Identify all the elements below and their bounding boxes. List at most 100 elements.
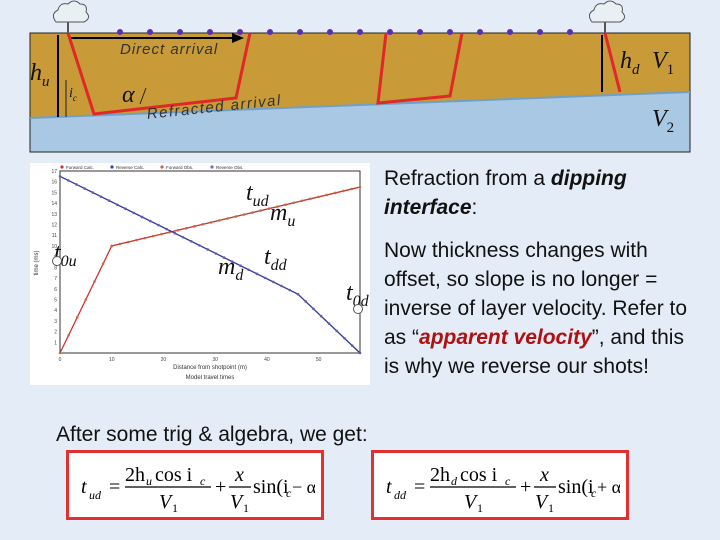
series-point xyxy=(267,207,271,210)
y-tick-label: 8 xyxy=(54,265,57,271)
t0u-label: t0u xyxy=(54,240,77,270)
tud-label: tud xyxy=(246,180,269,210)
series-point xyxy=(312,307,315,311)
series-point xyxy=(75,316,79,319)
series-point xyxy=(184,226,188,230)
series-point xyxy=(132,211,136,215)
alpha-marker xyxy=(139,87,147,105)
series-point xyxy=(143,236,147,240)
series-point xyxy=(124,207,127,211)
legend-marker xyxy=(110,165,114,169)
svg-text:t: t xyxy=(386,476,392,498)
series-point xyxy=(309,197,312,201)
series-point xyxy=(251,211,254,214)
series-point xyxy=(126,240,130,244)
svg-text:1: 1 xyxy=(243,501,249,515)
series-point xyxy=(325,193,329,197)
t0d-marker-icon xyxy=(353,304,363,314)
y-tick-label: 6 xyxy=(54,287,57,293)
legend-entry: Forward Calc. xyxy=(66,165,94,170)
x-tick-label: 20 xyxy=(161,357,167,363)
legend-marker xyxy=(160,165,164,169)
svg-text:+: + xyxy=(215,476,226,498)
series-point xyxy=(206,248,209,251)
series-point xyxy=(333,191,337,195)
series-point xyxy=(201,223,205,226)
alpha-label: α xyxy=(122,82,135,108)
series-point xyxy=(116,203,119,207)
series-point xyxy=(239,264,242,267)
mu-label: mu xyxy=(270,200,296,230)
x-tick-label: 10 xyxy=(109,357,115,363)
v2-label: V2 xyxy=(652,106,675,136)
after-text: After some trig & algebra, we get: xyxy=(56,423,368,446)
svg-text:1: 1 xyxy=(477,501,483,515)
equation-right: t dd = 2h d cos i c V 1 + x V 1 sin(i c … xyxy=(371,450,629,520)
y-tick-label: 12 xyxy=(51,223,57,229)
travel-time-graph: Forward Calc. Reverse Calc. Forward Obs. Re… xyxy=(30,163,370,385)
series-point xyxy=(214,252,218,255)
hu-label: hu xyxy=(30,60,50,90)
x-tick-label: 0 xyxy=(59,357,62,363)
graph-caption: Model travel times xyxy=(186,375,235,381)
svg-text:sin(i: sin(i xyxy=(253,476,289,498)
series-point xyxy=(242,213,246,216)
series-point xyxy=(350,187,354,191)
svg-text:ud: ud xyxy=(89,488,102,502)
direct-arrival-label: Direct arrival xyxy=(120,41,219,58)
series-point xyxy=(327,322,331,325)
subsurface-diagram xyxy=(0,0,720,160)
y-tick-label: 16 xyxy=(51,180,57,186)
series-point xyxy=(110,244,114,248)
svg-text:V: V xyxy=(230,491,245,513)
series-point xyxy=(209,221,213,224)
series-point xyxy=(151,234,155,238)
svg-text:dd: dd xyxy=(394,488,407,502)
series-point xyxy=(173,231,177,235)
svg-text:=: = xyxy=(109,476,120,498)
series-point xyxy=(263,276,267,280)
svg-text:c: c xyxy=(200,474,206,488)
shot-cloud-left-icon xyxy=(52,0,90,33)
y-tick-label: 2 xyxy=(54,330,57,336)
series-point xyxy=(342,189,345,193)
series-point xyxy=(148,219,152,223)
series-point xyxy=(101,262,105,266)
series-point xyxy=(255,272,259,276)
svg-text:1: 1 xyxy=(172,501,178,515)
equation-left-formula: t ud = 2h u cos i c V 1 + x V 1 sin(i c … xyxy=(81,464,315,515)
series-point xyxy=(198,244,201,247)
legend-entry: Forward Obs. xyxy=(166,165,193,170)
series-point xyxy=(218,219,221,222)
y-tick-label: 3 xyxy=(54,319,57,325)
tdd-label: tdd xyxy=(264,244,287,274)
series-point xyxy=(176,228,180,232)
equation-left: t ud = 2h u cos i c V 1 + x V 1 sin(i c … xyxy=(66,450,324,520)
receivers xyxy=(117,29,573,35)
legend-entry: Reverse Obs. xyxy=(216,165,244,170)
series-point xyxy=(226,217,229,220)
series-point xyxy=(275,205,279,208)
series-point xyxy=(304,300,307,303)
y-tick-label: 10 xyxy=(51,244,57,250)
series-point xyxy=(83,187,86,190)
y-tick-label: 14 xyxy=(51,201,57,207)
x-ticks: 0 10 20 30 40 50 xyxy=(59,357,322,363)
legend-marker xyxy=(60,165,64,169)
y-tick-label: 4 xyxy=(54,308,57,314)
series-layer xyxy=(58,175,362,355)
svg-text:cos i: cos i xyxy=(155,464,193,486)
svg-text:cos i: cos i xyxy=(460,464,498,486)
series-point xyxy=(292,201,296,205)
series-point xyxy=(259,209,262,212)
series-point xyxy=(107,199,111,203)
y-tick-label: 13 xyxy=(51,212,57,218)
t0u-marker-icon xyxy=(52,256,62,266)
series-point xyxy=(84,298,88,301)
series-point xyxy=(58,351,62,355)
series-point xyxy=(358,351,362,355)
y-tick-label: 17 xyxy=(51,169,57,175)
svg-text:x: x xyxy=(234,464,244,486)
svg-text:c: c xyxy=(591,486,597,500)
direct-arrow-head-icon xyxy=(232,33,244,43)
